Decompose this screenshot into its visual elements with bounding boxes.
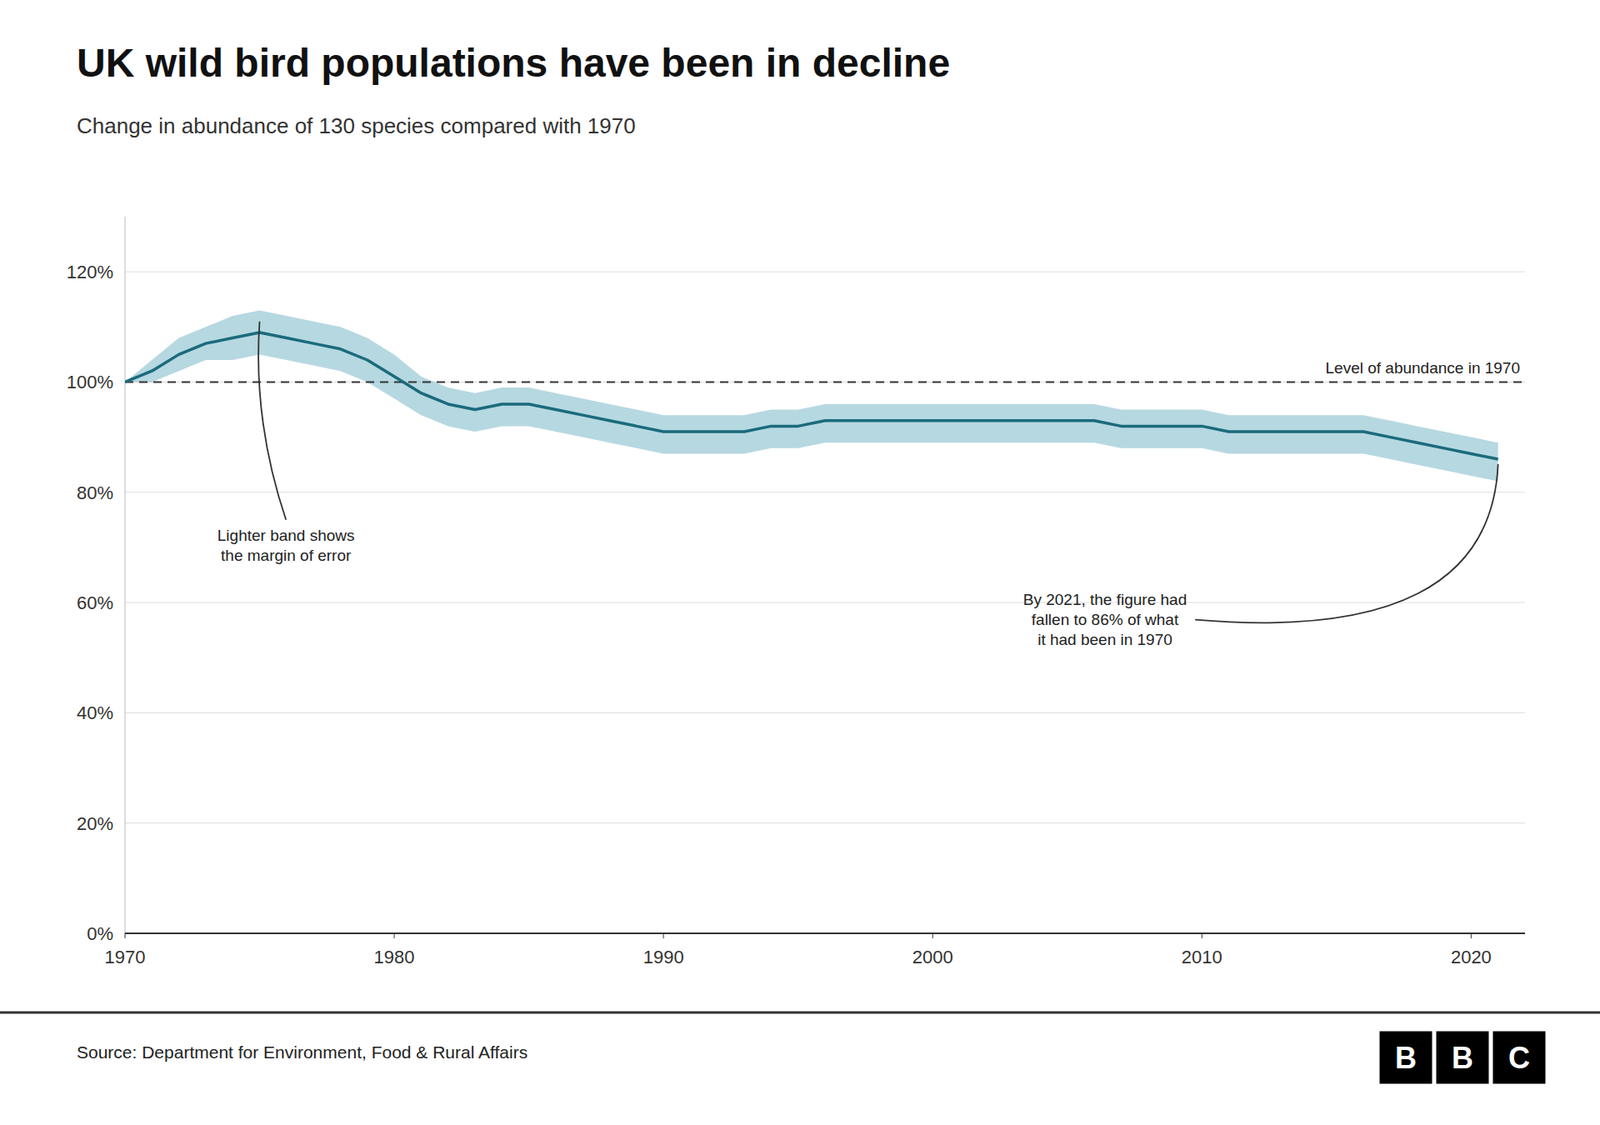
x-axis: 1970 1980 1990 2000 2010 2020 (105, 933, 1525, 968)
grid-line (125, 822, 1525, 824)
chart: UK wild bird populations have been in de… (0, 0, 1600, 1125)
logo-letter: C (1508, 1040, 1530, 1075)
logo-box (1380, 1031, 1432, 1084)
x-tick-label: 2020 (1450, 946, 1492, 968)
annotation: Lighter band showsthe margin of error (217, 526, 355, 565)
logo-letter: B (1451, 1040, 1474, 1075)
separator (0, 1011, 1600, 1015)
logo-box (1436, 1031, 1489, 1084)
y-tick-label: 100% (66, 371, 114, 393)
y-axis-line (125, 216, 126, 934)
x-tick (125, 933, 126, 939)
annotation: By 2021, the figure hadfallen to 86% of … (1023, 590, 1187, 649)
x-tick-label: 1970 (105, 946, 146, 968)
title: UK wild bird populations have been in de… (76, 40, 950, 85)
y-tick-label: 120% (66, 261, 114, 283)
annotation-connector (1195, 464, 1498, 623)
source: Source: Department for Environment, Food… (76, 1042, 528, 1062)
reference-label: Level of abundance in 1970 (1325, 359, 1520, 377)
grid-line (125, 712, 1525, 714)
grid-line (125, 491, 1525, 493)
y-tick-label: 0% (86, 923, 114, 945)
x-tick-label: 2000 (912, 946, 954, 968)
x-tick (394, 933, 395, 939)
plot-area (125, 310, 1525, 481)
y-axis: 0% 20% 40% 60% 80% 100% 120% (66, 216, 1525, 945)
background (0, 0, 1600, 1125)
x-tick (663, 933, 665, 939)
x-tick-label: 2010 (1181, 946, 1223, 968)
x-tick (1201, 933, 1203, 939)
line (125, 332, 1499, 460)
annotations: Lighter band showsthe margin of error By … (217, 321, 1499, 650)
grid-line (125, 271, 1525, 273)
x-tick-label: 1980 (374, 946, 415, 968)
reference-line (125, 380, 1525, 383)
x-tick-label: 1990 (643, 946, 685, 968)
grid-line (125, 602, 1525, 604)
x-axis-line (125, 932, 1525, 935)
grid-line (125, 381, 1525, 383)
logo-letter: B (1395, 1040, 1417, 1075)
x-tick (932, 933, 934, 939)
subtitle: Change in abundance of 130 species compa… (76, 113, 636, 139)
y-tick-label: 80% (76, 482, 114, 504)
grid-line (125, 933, 1525, 935)
annotation-connector (258, 321, 286, 520)
logo: BBC (1380, 1031, 1545, 1084)
y-tick-label: 20% (76, 813, 114, 835)
logo-box (1493, 1031, 1545, 1084)
error-band (125, 310, 1499, 481)
x-tick (1470, 933, 1472, 939)
y-tick-label: 60% (76, 592, 114, 614)
y-tick-label: 40% (76, 702, 114, 724)
